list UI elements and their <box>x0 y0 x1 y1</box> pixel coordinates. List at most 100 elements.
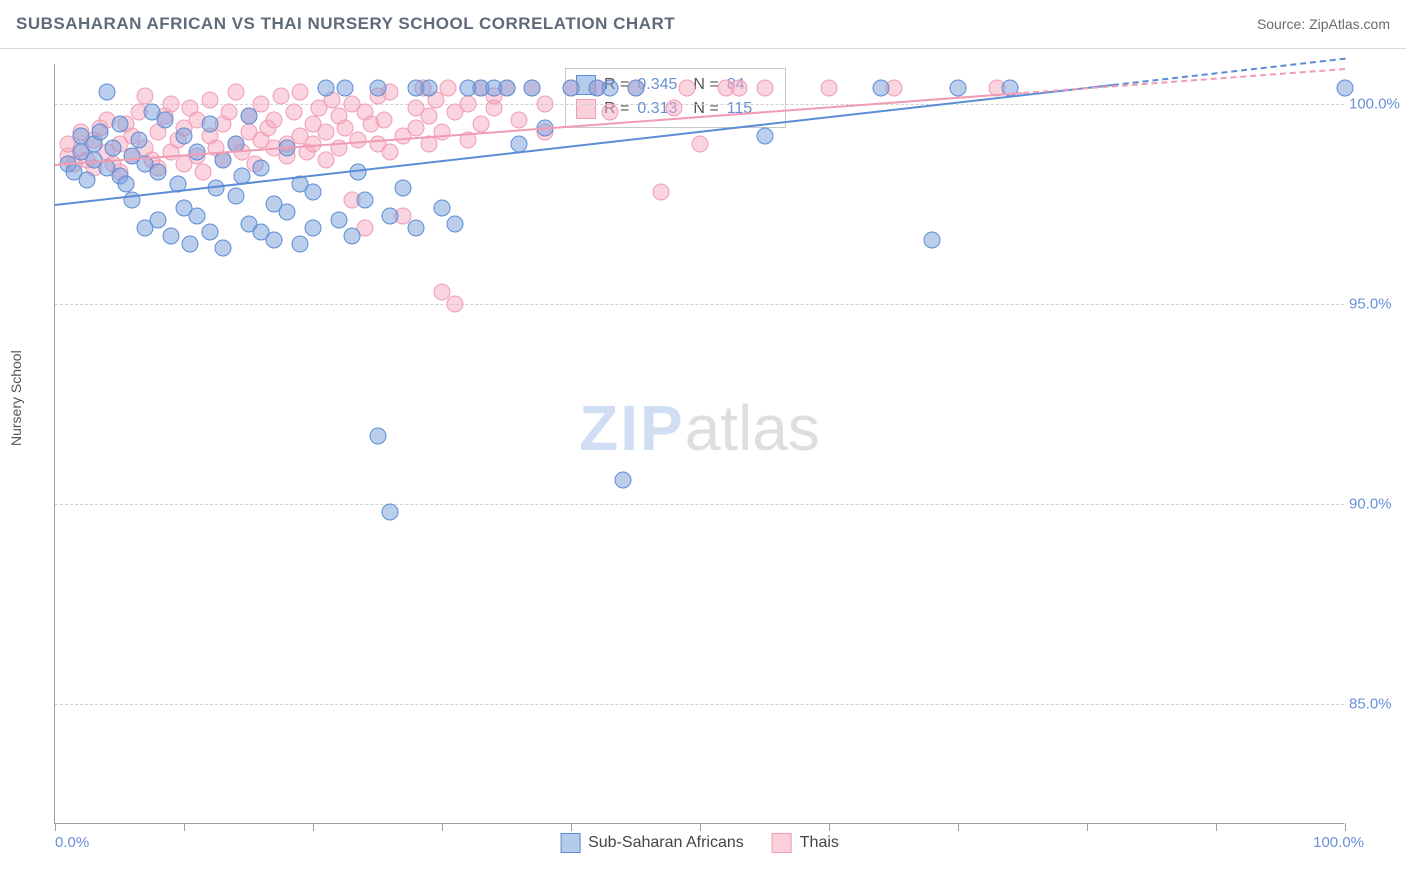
x-tick <box>1087 823 1088 831</box>
data-point <box>730 80 747 97</box>
data-point <box>253 96 270 113</box>
data-point <box>872 80 889 97</box>
data-point <box>150 212 167 229</box>
x-tick <box>571 823 572 831</box>
data-point <box>756 80 773 97</box>
data-point <box>369 428 386 445</box>
data-point <box>305 184 322 201</box>
data-point <box>279 204 296 221</box>
data-point <box>408 220 425 237</box>
data-point <box>305 220 322 237</box>
data-point <box>821 80 838 97</box>
chart-source: Source: ZipAtlas.com <box>1257 16 1390 32</box>
data-point <box>188 208 205 225</box>
data-point <box>614 472 631 489</box>
data-point <box>485 100 502 117</box>
gridline <box>55 504 1344 505</box>
y-axis-title: Nursery School <box>8 350 24 446</box>
source-prefix: Source: <box>1257 16 1309 32</box>
data-point <box>317 80 334 97</box>
data-point <box>111 116 128 133</box>
data-point <box>227 188 244 205</box>
data-point <box>105 140 122 157</box>
data-point <box>292 236 309 253</box>
data-point <box>214 152 231 169</box>
data-point <box>156 112 173 129</box>
data-point <box>472 116 489 133</box>
watermark: ZIPatlas <box>579 391 820 465</box>
data-point <box>285 104 302 121</box>
data-point <box>524 80 541 97</box>
data-point <box>356 192 373 209</box>
data-point <box>201 224 218 241</box>
scatter-plot: ZIPatlas R =0.345N =84R =0.313N =115 0.0… <box>54 64 1344 824</box>
data-point <box>92 124 109 141</box>
data-point <box>292 84 309 101</box>
legend: Sub-Saharan Africans Thais <box>560 833 839 853</box>
x-tick <box>313 823 314 831</box>
gridline <box>55 304 1344 305</box>
data-point <box>537 96 554 113</box>
data-point <box>601 80 618 97</box>
gridline <box>55 104 1344 105</box>
data-point <box>692 136 709 153</box>
data-point <box>214 240 231 257</box>
data-point <box>98 84 115 101</box>
data-point <box>421 80 438 97</box>
data-point <box>195 164 212 181</box>
legend-item: Thais <box>772 833 839 853</box>
data-point <box>950 80 967 97</box>
data-point <box>434 124 451 141</box>
data-point <box>227 84 244 101</box>
y-tick-label: 90.0% <box>1349 496 1404 513</box>
data-point <box>182 236 199 253</box>
legend-swatch <box>772 833 792 853</box>
source-name: ZipAtlas.com <box>1309 16 1390 32</box>
data-point <box>272 88 289 105</box>
legend-swatch <box>560 833 580 853</box>
data-point <box>446 216 463 233</box>
data-point <box>369 80 386 97</box>
x-tick <box>958 823 959 831</box>
data-point <box>627 80 644 97</box>
watermark-part2: atlas <box>685 392 820 464</box>
data-point <box>375 112 392 129</box>
x-tick <box>1345 823 1346 831</box>
data-point <box>434 200 451 217</box>
watermark-part1: ZIP <box>579 392 685 464</box>
x-tick <box>442 823 443 831</box>
chart-title: SUBSAHARAN AFRICAN VS THAI NURSERY SCHOO… <box>16 14 675 34</box>
data-point <box>382 144 399 161</box>
data-point <box>601 104 618 121</box>
trend-line-extension <box>1022 68 1345 94</box>
data-point <box>679 80 696 97</box>
legend-label: Sub-Saharan Africans <box>588 834 744 852</box>
chart-header: SUBSAHARAN AFRICAN VS THAI NURSERY SCHOO… <box>0 0 1406 49</box>
data-point <box>117 176 134 193</box>
data-point <box>201 92 218 109</box>
data-point <box>130 132 147 149</box>
data-point <box>511 112 528 129</box>
data-point <box>498 80 515 97</box>
data-point <box>924 232 941 249</box>
data-point <box>382 504 399 521</box>
y-tick-label: 95.0% <box>1349 296 1404 313</box>
x-tick <box>184 823 185 831</box>
data-point <box>446 296 463 313</box>
data-point <box>421 108 438 125</box>
data-point <box>440 80 457 97</box>
x-tick-label-0: 0.0% <box>55 834 89 851</box>
x-tick <box>55 823 56 831</box>
data-point <box>343 228 360 245</box>
data-point <box>382 208 399 225</box>
legend-item: Sub-Saharan Africans <box>560 833 744 853</box>
x-tick <box>1216 823 1217 831</box>
gridline <box>55 704 1344 705</box>
data-point <box>337 80 354 97</box>
data-point <box>756 128 773 145</box>
x-tick-label-100: 100.0% <box>1313 834 1364 851</box>
y-tick-label: 100.0% <box>1349 96 1404 113</box>
data-point <box>266 112 283 129</box>
plot-area: ZIPatlas R =0.345N =84R =0.313N =115 0.0… <box>55 64 1344 823</box>
data-point <box>163 96 180 113</box>
